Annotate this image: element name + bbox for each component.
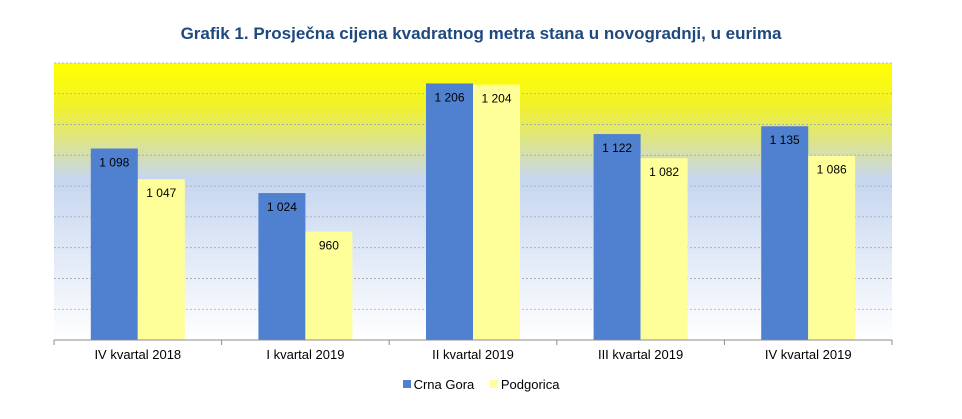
- bar-podgorica: [808, 155, 856, 340]
- x-tick-label: IV kvartal 2019: [765, 347, 852, 362]
- bar-podgorica: [137, 179, 185, 340]
- legend-swatch-crna-gora: [402, 380, 411, 388]
- data-label: 1 082: [649, 165, 679, 179]
- data-labels: 1 098 1 047 1 024 960 1 206 1 204 1 122 1 082 1 …: [99, 90, 847, 252]
- legend-label-crna-gora: Crna Gora: [413, 377, 475, 392]
- x-tick-label: IV kvartal 2018: [94, 347, 181, 362]
- bar-crna-gora: [761, 126, 809, 340]
- bar-podgorica: [640, 158, 688, 340]
- bar-crna-gora: [258, 193, 306, 340]
- x-tick-label: I kvartal 2019: [266, 347, 344, 362]
- x-tick-label: III kvartal 2019: [598, 347, 683, 362]
- chart-title: Grafik 1. Prosječna cijena kvadratnog me…: [180, 24, 782, 43]
- x-tick-label: II kvartal 2019: [432, 347, 514, 362]
- data-label: 1 135: [770, 133, 800, 147]
- x-axis-labels: IV kvartal 2018 I kvartal 2019 II kvartal …: [94, 347, 851, 362]
- bars: [90, 83, 856, 341]
- bar-podgorica: [473, 84, 520, 341]
- bar-crna-gora: [593, 134, 641, 340]
- legend-item-podgorica: Podgorica: [489, 377, 560, 392]
- data-label: 1 206: [434, 90, 464, 104]
- legend: Crna Gora Podgorica: [0, 377, 962, 392]
- legend-item-crna-gora: Crna Gora: [402, 377, 475, 392]
- data-label: 1 122: [602, 141, 632, 155]
- data-label: 1 047: [146, 186, 176, 200]
- data-label: 1 098: [99, 156, 129, 170]
- bar-crna-gora: [90, 148, 138, 340]
- bar-podgorica: [305, 231, 353, 340]
- bar-crna-gora: [426, 83, 473, 341]
- x-axis-ticks: [53, 340, 893, 345]
- data-label: 1 086: [817, 163, 847, 177]
- data-label: 1 024: [267, 200, 297, 214]
- data-label: 1 204: [481, 92, 511, 106]
- legend-label-podgorica: Podgorica: [500, 377, 560, 392]
- legend-swatch-podgorica: [489, 380, 498, 388]
- data-label: 960: [319, 239, 339, 253]
